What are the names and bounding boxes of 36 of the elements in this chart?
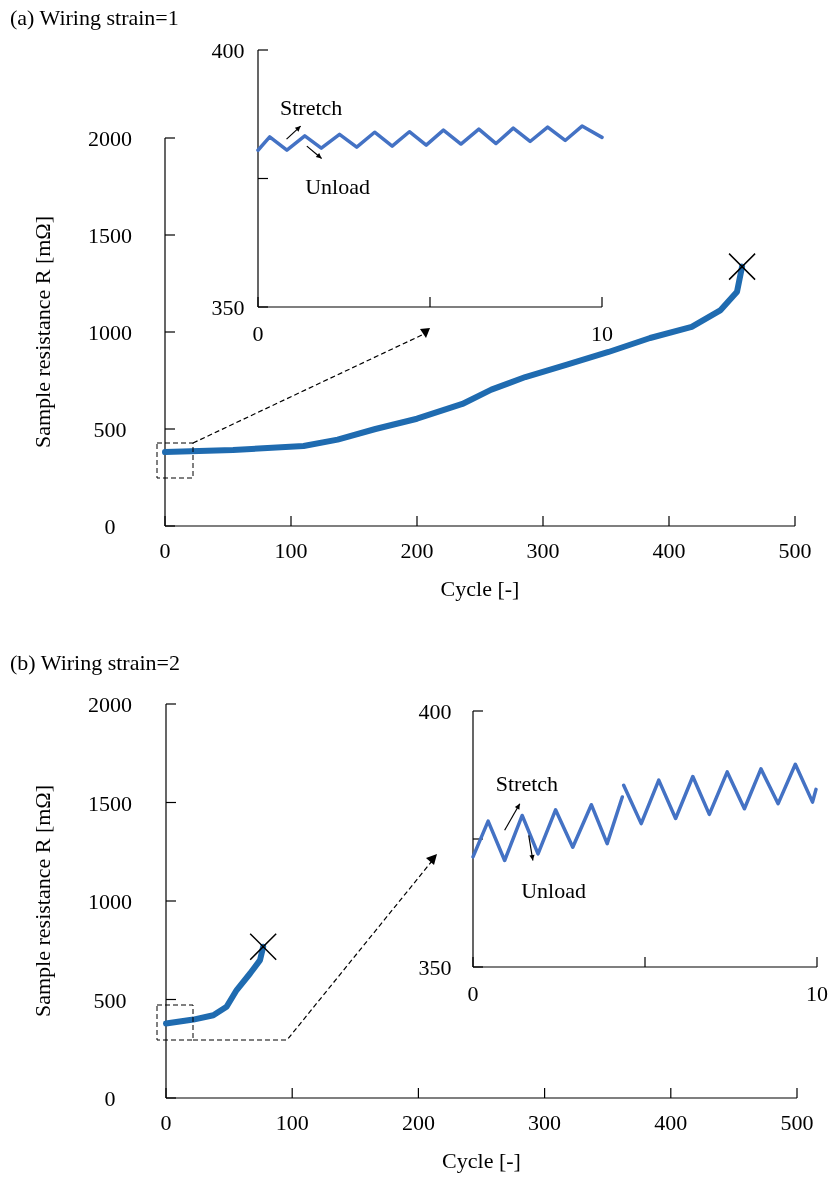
x-tick-label: 200 — [400, 538, 434, 563]
line-series — [256, 124, 604, 152]
y-tick-label: 2000 — [88, 692, 132, 717]
x-axis-title: Cycle [-] — [440, 576, 520, 601]
x-tick-label: 10 — [806, 981, 828, 1006]
y-axis-title: Sample resistance R [mΩ] — [30, 215, 55, 449]
x-tick-label: 200 — [401, 1110, 435, 1135]
annotation: Unload — [305, 173, 370, 199]
annotation: Stretch — [495, 770, 559, 796]
chart-title: (a) Wiring strain=1 — [10, 5, 179, 30]
y-tick-label: 2000 — [88, 126, 132, 151]
annotation: Stretch — [280, 95, 343, 121]
y-tick-label: 1000 — [88, 320, 132, 345]
x-tick-label: 300 — [528, 1110, 562, 1135]
x-tick-label: 0 — [160, 1110, 172, 1135]
x-tick-label: 0 — [159, 538, 171, 563]
y-tick-label: 1500 — [88, 223, 132, 248]
y-axis-title: Sample resistance R [mΩ] — [30, 784, 55, 1018]
x-tick-label: 300 — [526, 538, 560, 563]
chart-title: (b) Wiring strain=2 — [10, 650, 180, 675]
y-tick-label: 0 — [104, 1086, 116, 1111]
y-tick-label: 350 — [211, 295, 245, 320]
x-tick-label: 500 — [778, 538, 812, 563]
x-tick-label: 100 — [275, 1110, 309, 1135]
y-tick-label: 1500 — [88, 790, 132, 816]
x-tick-label: 500 — [780, 1110, 814, 1135]
x-tick-label: 100 — [274, 538, 308, 563]
y-tick-label: 350 — [418, 955, 452, 980]
x-tick-label: 400 — [654, 1110, 688, 1135]
annotation: Unload — [521, 878, 586, 904]
x-tick-label: 10 — [591, 321, 613, 346]
y-tick-label: 1000 — [88, 889, 132, 914]
y-tick-label: 500 — [93, 417, 127, 442]
x-tick-label: 400 — [652, 538, 686, 563]
y-tick-label: 0 — [104, 514, 116, 539]
x-axis-title: Cycle [-] — [442, 1148, 521, 1173]
